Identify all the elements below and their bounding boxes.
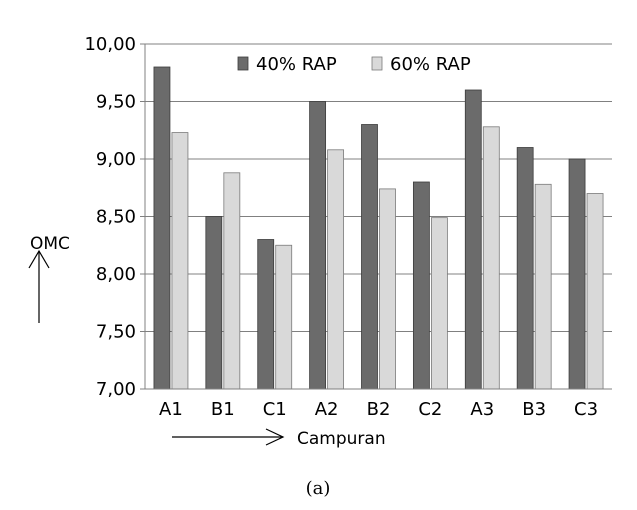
bars (153, 66, 604, 390)
bar-60-c2 (430, 217, 448, 390)
y-tick-label: 7,00 (96, 379, 136, 400)
x-tick-label: B2 (367, 399, 391, 420)
bar-60-b3 (534, 183, 552, 390)
bar-60-c3 (586, 193, 604, 390)
x-tick-labels: A1 B1 C1 A2 B2 C2 A3 B3 C3 (159, 399, 598, 420)
bar-40-b1 (205, 216, 223, 390)
y-tick-label: 8,50 (96, 207, 136, 228)
x-tick-label: A2 (315, 399, 339, 420)
x-axis-label: Campuran (297, 429, 386, 449)
legend-swatch-60 (371, 56, 383, 71)
bar-40-b2 (361, 124, 378, 390)
y-tick-label: 7,50 (96, 322, 136, 343)
y-axis-arrow-icon (28, 249, 50, 323)
y-tick-label: 10,00 (84, 34, 136, 55)
bar-60-a2 (327, 149, 345, 390)
bar-40-a1 (153, 66, 171, 390)
x-tick-label: B1 (211, 399, 235, 420)
bar-40-a2 (309, 101, 327, 390)
bar-40-c2 (412, 181, 430, 390)
legend-swatch-40 (237, 56, 249, 71)
bar-40-c3 (568, 158, 586, 390)
x-tick-label: C3 (574, 399, 598, 420)
bar-60-a3 (482, 126, 500, 390)
x-axis-arrow-icon (172, 428, 285, 446)
figure-caption: (a) (306, 478, 331, 499)
legend: 40% RAP 60% RAP (237, 54, 471, 75)
y-axis-label: OMC (30, 234, 70, 254)
x-tick-label: A1 (159, 399, 183, 420)
y-tick-labels: 7,00 7,50 8,00 8,50 9,00 9,50 10,00 (84, 34, 136, 400)
bar-40-b3 (516, 147, 534, 390)
bar-60-b2 (379, 188, 396, 390)
y-tick-label: 9,00 (96, 149, 136, 170)
legend-label-40: 40% RAP (256, 54, 337, 75)
y-tick-label: 9,50 (96, 92, 136, 113)
gridlines (140, 43, 612, 390)
bar-60-b1 (223, 172, 241, 390)
x-tick-label: C2 (418, 399, 442, 420)
bar-60-a1 (171, 132, 189, 390)
y-tick-label: 8,00 (96, 264, 136, 285)
bar-40-c1 (257, 239, 275, 390)
x-tick-label: B3 (522, 399, 546, 420)
legend-label-60: 60% RAP (390, 54, 471, 75)
x-tick-label: C1 (263, 399, 287, 420)
bar-40-a3 (464, 89, 482, 390)
x-tick-label: A3 (470, 399, 494, 420)
bar-60-c1 (275, 244, 293, 390)
